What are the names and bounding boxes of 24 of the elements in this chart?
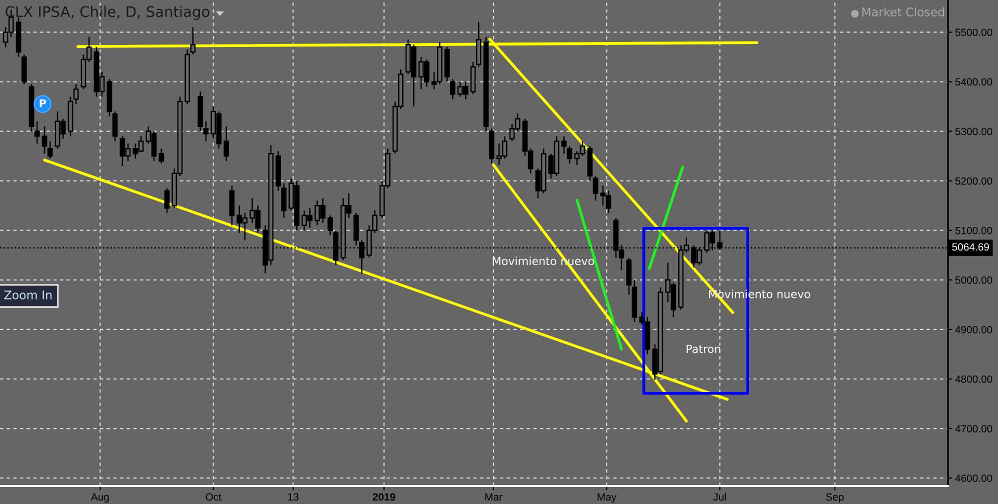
y-tick-label: 4800.00 <box>955 375 992 383</box>
y-tick-label: 4600.00 <box>955 474 992 482</box>
x-tick-label: Jul <box>713 492 726 501</box>
annotation: P <box>40 99 46 107</box>
y-tick-label: 4700.00 <box>955 425 992 432</box>
y-tick-label: 5000.00 <box>955 276 992 284</box>
annotation: Zoom In <box>4 290 52 300</box>
annotation: Patron <box>686 344 720 354</box>
x-tick-label: Aug <box>90 493 109 503</box>
chart-title: CLX IPSA, Chile, D, Santiago <box>6 6 210 20</box>
annotation: Market Closed <box>862 7 944 16</box>
x-tick-label: Mar <box>485 493 502 501</box>
x-tick-label: 2019 <box>372 493 396 501</box>
x-tick-label: Sep <box>826 493 844 503</box>
y-tick-label: 5400.00 <box>955 78 992 86</box>
x-tick-label: May <box>598 493 616 503</box>
x-tick-label: 13 <box>288 493 298 501</box>
y-tick-label: 5500.00 <box>955 28 992 36</box>
y-tick-label: 4900.00 <box>955 326 992 334</box>
y-tick-label: 5200.00 <box>955 177 992 185</box>
x-tick-label: Oct <box>206 493 222 501</box>
y-tick-label: 5300.00 <box>955 128 992 136</box>
ref-line-label: 5064.69 <box>952 243 989 251</box>
y-tick-label: 5100.00 <box>955 226 992 234</box>
